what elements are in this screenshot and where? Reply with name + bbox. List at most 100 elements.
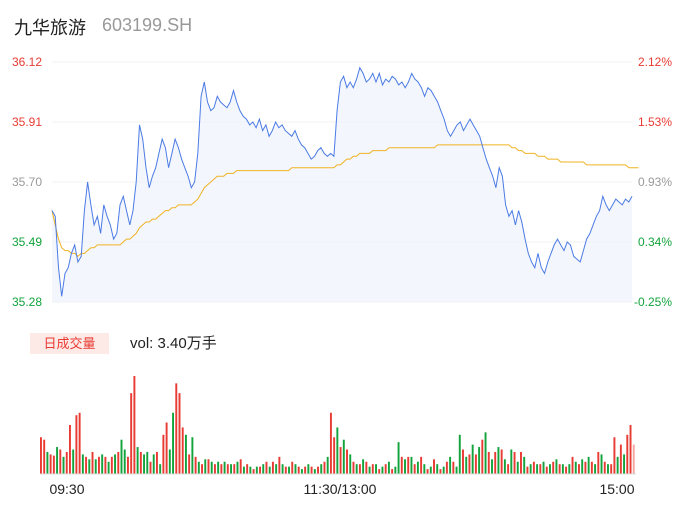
volume-bar [375,464,377,474]
volume-bar [239,459,242,474]
volume-bar [442,466,445,474]
time-axis: 09:30 11:30/13:00 15:00 [49,481,634,497]
volume-bar [252,469,255,474]
volume-bar [117,451,120,474]
volume-bar [603,461,606,474]
volume-bar [213,464,216,474]
volume-bar [236,461,239,474]
volume-bar [423,464,426,474]
volume-bar [510,449,513,474]
volume-bar [358,464,361,474]
volume-badge[interactable]: 日成交量 [30,333,109,354]
volume-bar [507,464,510,474]
volume-bar [49,454,52,474]
time-tick-label: 09:30 [49,481,84,497]
price-tick-label: 35.70 [12,175,42,189]
volume-bar [114,454,117,474]
volume-bar [85,456,88,474]
volume-bar [629,425,632,474]
volume-bar [59,449,62,474]
volume-bar [404,459,406,474]
volume-bar [626,434,629,474]
volume-bar [159,464,162,474]
volume-bar [561,464,564,474]
volume-bar [40,437,42,474]
time-tick-label: 11:30/13:00 [304,481,377,497]
volume-bar [484,432,487,474]
volume-bar [600,454,603,474]
volume-bar [526,466,529,474]
volume-bar [310,466,313,474]
volume-bar [539,464,542,474]
volume-bar [384,464,387,474]
price-tick-label: 36.12 [12,55,42,69]
volume-bar [46,451,49,474]
volume-bar [184,434,187,474]
volume-bar [352,461,355,474]
volume-bar [426,469,429,474]
volume-bar [284,466,287,474]
volume-bar [420,456,423,474]
volume-bar [107,461,110,474]
volume-bar [387,461,390,474]
volume-bar [288,466,290,474]
price-tick-label: 35.91 [12,115,42,129]
volume-bar [410,456,413,474]
volume-bar [368,466,371,474]
volume-bar [104,456,107,474]
volume-bar [97,456,100,474]
volume-bar [43,439,46,474]
volume-bar [416,461,419,474]
volume-bar [407,456,410,474]
volume-bar [468,454,471,474]
volume-bar [439,469,442,474]
percent-tick-label: 0.34% [638,235,672,249]
volume-bar [230,464,233,474]
volume-bar [436,464,439,474]
volume-bar [320,464,323,474]
volume-bar [590,461,593,474]
volume-bar [381,466,384,474]
volume-bar [500,449,503,474]
volume-bar [584,461,587,474]
volume-bar [262,464,265,474]
volume-bar [542,461,545,474]
volume-bar [72,449,75,474]
volume-bar [491,459,493,474]
volume-bar [487,451,490,474]
percent-tick-label: 2.12% [638,55,672,69]
volume-bar [581,459,584,474]
volume-bar [281,464,284,474]
volume-bar [172,412,175,474]
volume-bar [152,454,155,474]
volume-bar [133,376,136,474]
volume-label: vol: 3.40万手 [130,335,217,352]
volume-bar [532,461,535,474]
volume-bar [623,454,626,474]
volume-bar [326,456,329,474]
volume-bar [271,461,274,474]
volume-bar [223,461,226,474]
volume-bar [346,449,348,474]
volume-bar [597,451,600,474]
volume-bar [474,454,477,474]
price-tick-label: 35.49 [12,235,42,249]
volume-bar [204,459,207,474]
percent-tick-label: -0.25% [634,295,672,309]
volume-bar [339,447,342,474]
volume-bar [226,464,229,474]
volume-bar [278,456,281,474]
volume-bar [313,469,316,474]
volume-bar [462,449,464,474]
volume-bar [275,464,278,474]
volume-bar [565,466,568,474]
volume-bar [365,461,368,474]
volume-bar [146,451,149,474]
volume-bar [265,461,268,474]
percent-tick-label: 1.53% [638,115,672,129]
volume-bar [607,464,609,474]
volume-bar [91,451,94,474]
volume-bar [452,461,455,474]
volume-bar [355,464,358,474]
volume-bar [445,461,448,474]
